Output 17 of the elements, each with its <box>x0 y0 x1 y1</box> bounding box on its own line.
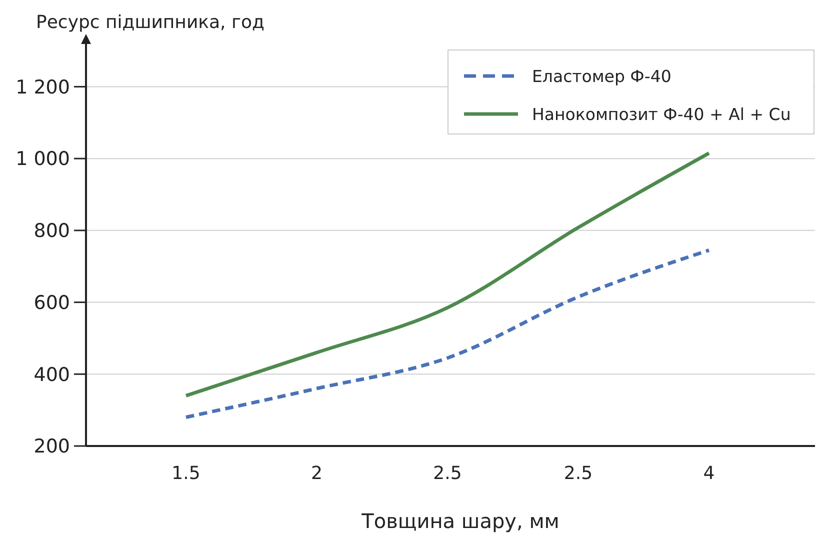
legend-label: Нанокомпозит Ф-40 + Al + Cu <box>532 104 791 124</box>
x-tick-label: 2 <box>311 463 322 484</box>
x-tick-label: 4 <box>703 463 715 484</box>
line-series <box>184 248 711 420</box>
y-tick-label: 600 <box>34 292 70 314</box>
y-tick-label: 400 <box>34 364 70 386</box>
y-axis-title: Ресурс підшипника, год <box>36 12 264 33</box>
y-tick-label: 1 200 <box>16 76 70 98</box>
x-tick-label: 2.5 <box>433 463 462 484</box>
y-tick-label: 200 <box>34 436 70 458</box>
y-tick-label: 1 000 <box>16 148 70 170</box>
line-series <box>184 151 711 398</box>
x-tick-label: 1.5 <box>172 463 200 484</box>
x-axis-title: Товщина шару, мм <box>360 509 560 533</box>
x-tick-label: 2.5 <box>564 463 593 484</box>
legend-label: Еластомер Ф-40 <box>532 66 672 86</box>
y-tick-label: 800 <box>34 220 70 242</box>
